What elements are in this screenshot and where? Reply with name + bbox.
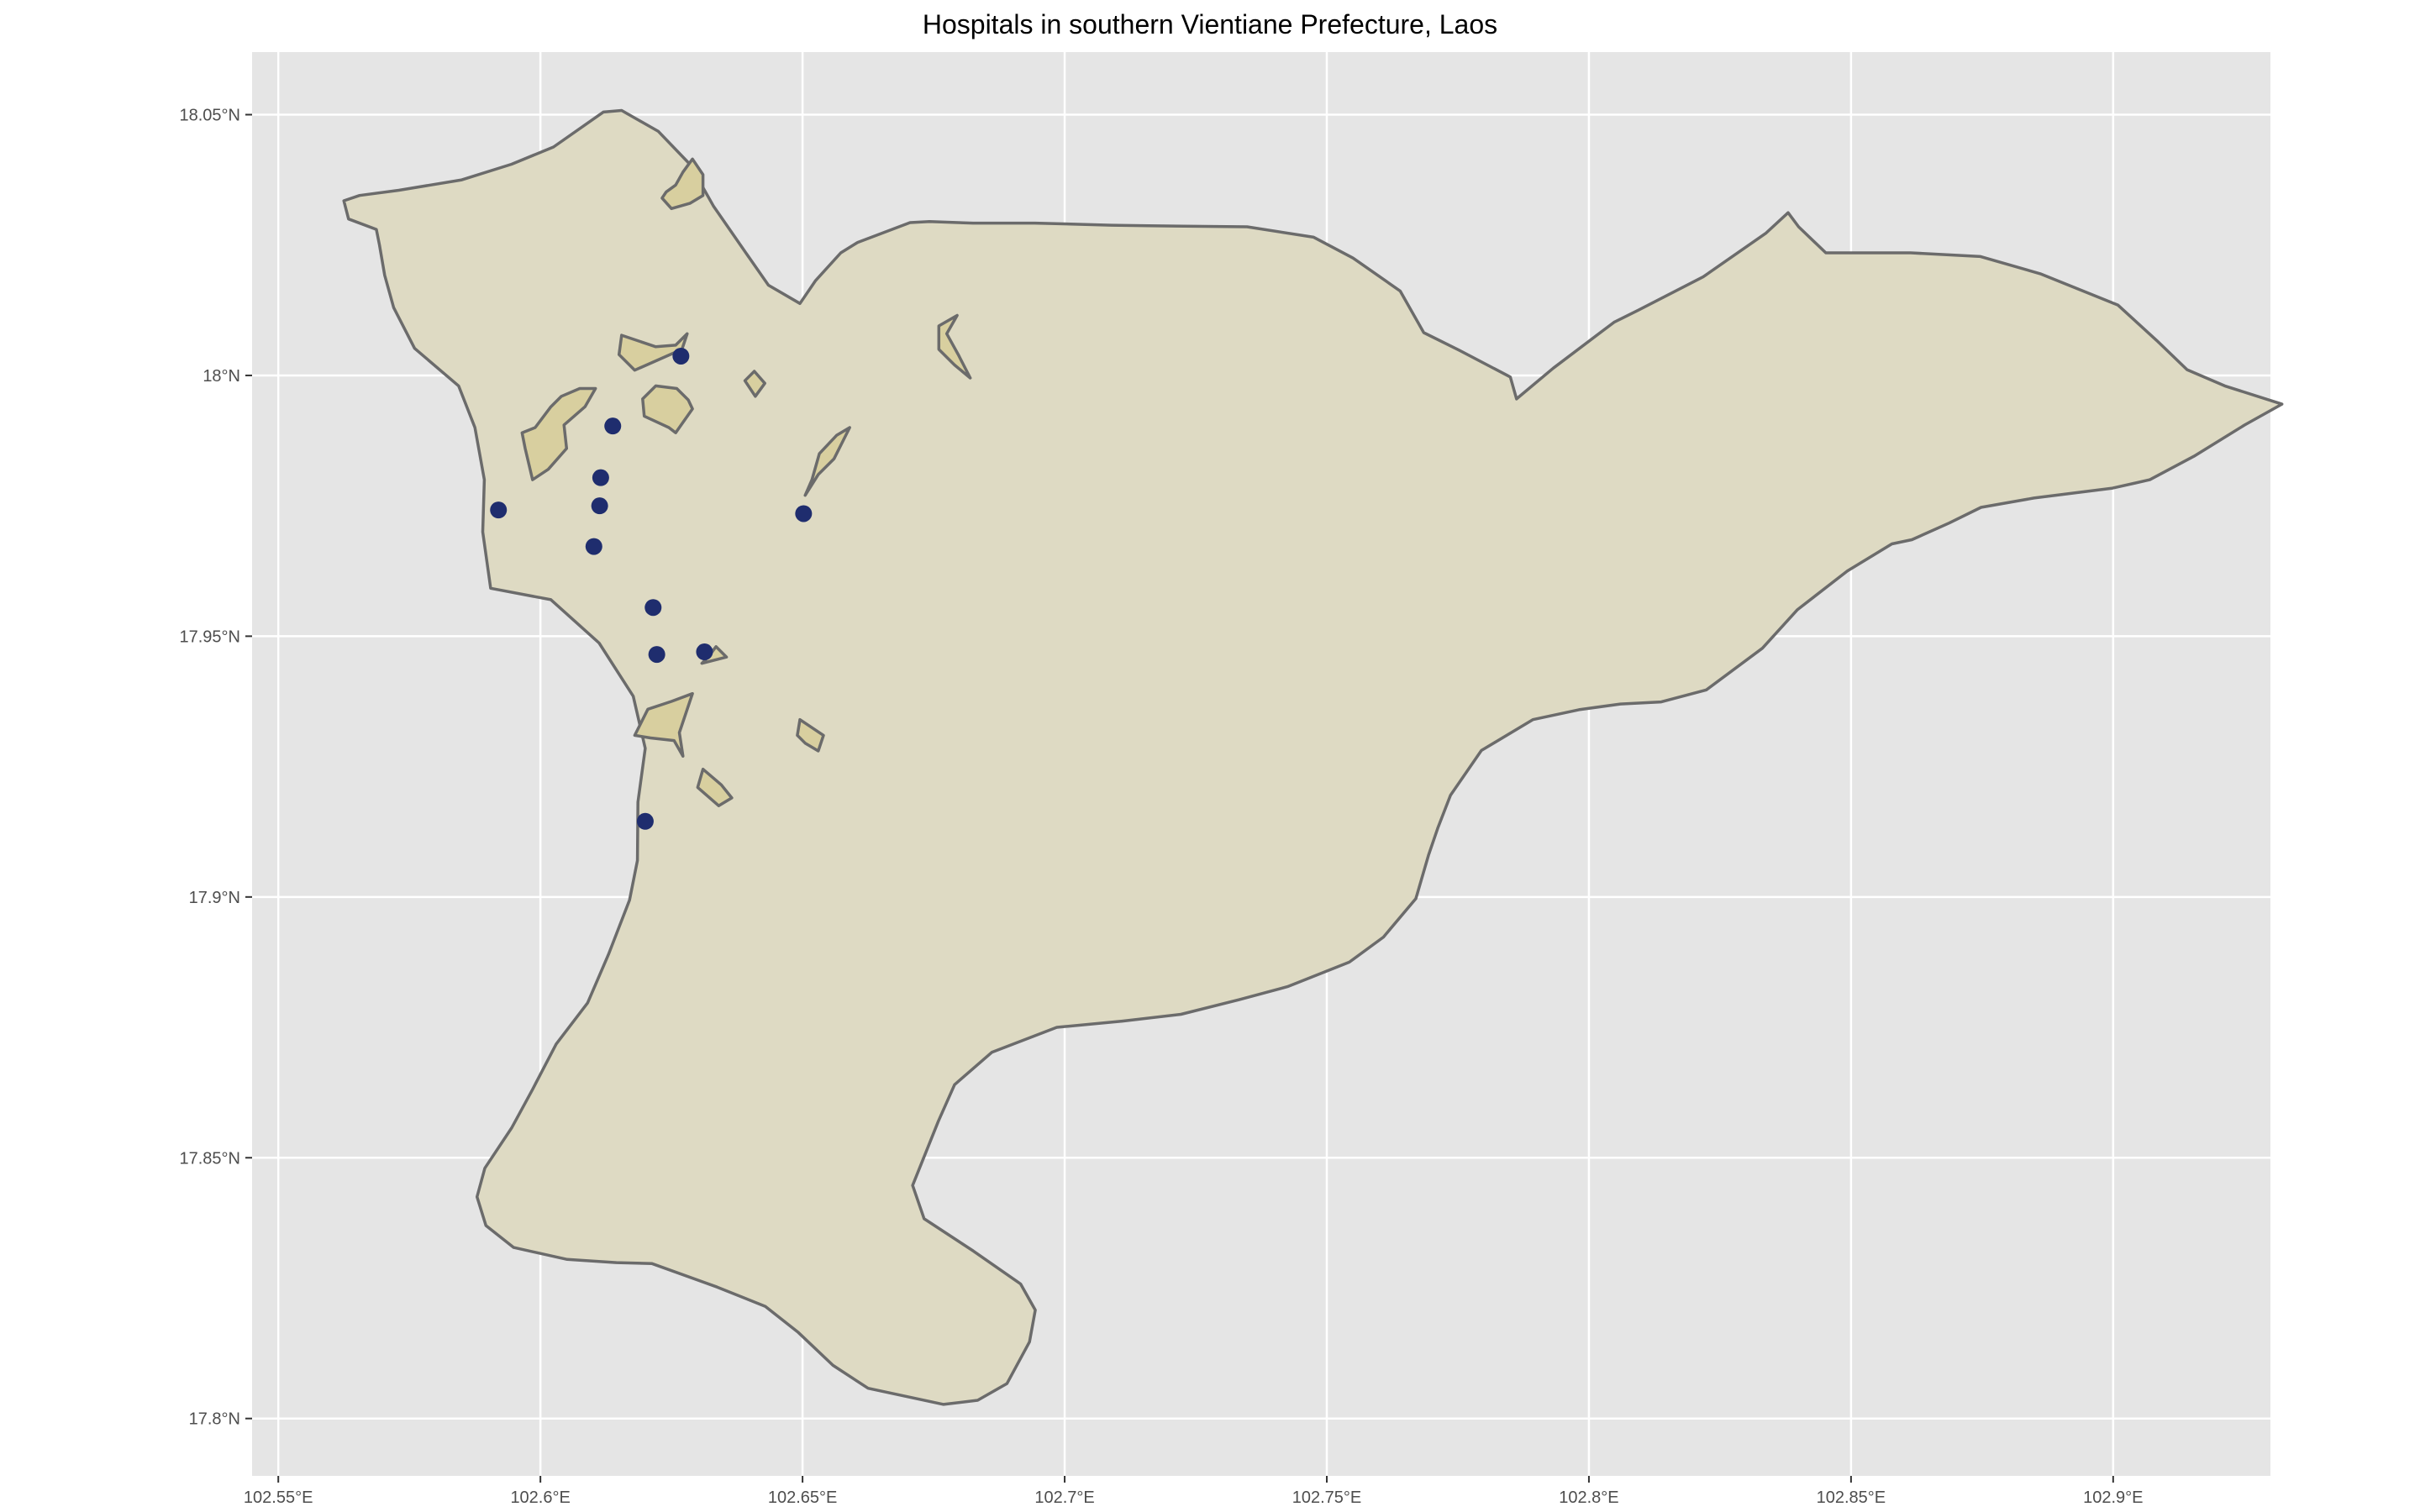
hospital-point xyxy=(604,417,622,435)
x-tick-label: 102.9°E xyxy=(2083,1488,2143,1507)
x-tick-label: 102.85°E xyxy=(1817,1488,1886,1507)
hospital-point xyxy=(591,497,608,515)
inner-area-polygon xyxy=(641,384,694,434)
x-tick-label: 102.6°E xyxy=(510,1488,570,1507)
inner-area-polygon xyxy=(660,157,705,211)
y-tick-label: 18.05°N xyxy=(180,107,241,125)
inner-area-polygon xyxy=(937,313,972,380)
hospital-point xyxy=(585,538,602,555)
inner-area-polygon xyxy=(520,386,597,481)
inner-area-polygon xyxy=(743,370,766,398)
hospital-point xyxy=(644,599,662,617)
hospital-point xyxy=(636,812,654,830)
x-tick-label: 102.55°E xyxy=(244,1488,313,1507)
inner-area-polygon xyxy=(803,426,851,497)
y-axis: 17.8°N 17.85°N 17.9°N 17.95°N 18°N 18.05°N xyxy=(180,107,252,1429)
hospital-point xyxy=(592,469,609,486)
hospital-point xyxy=(490,501,508,519)
region-polygons xyxy=(342,108,2284,1406)
x-axis: 102.55°E 102.6°E 102.65°E 102.7°E 102.75°E 10… xyxy=(244,1476,2144,1507)
y-tick-label: 17.9°N xyxy=(189,889,240,907)
inner-area-polygon xyxy=(633,691,694,758)
hospital-points xyxy=(490,347,813,830)
x-tick-label: 102.75°E xyxy=(1292,1488,1362,1507)
y-tick-label: 17.95°N xyxy=(180,627,241,646)
hospital-point xyxy=(696,643,713,661)
x-tick-label: 102.65°E xyxy=(768,1488,838,1507)
hospital-point xyxy=(795,505,813,522)
prefecture-boundary xyxy=(342,108,2284,1406)
y-tick-label: 18°N xyxy=(203,367,240,386)
x-tick-label: 102.7°E xyxy=(1034,1488,1094,1507)
inner-area-polygon xyxy=(696,767,734,807)
hospital-point xyxy=(672,347,690,365)
hospital-point xyxy=(648,646,666,664)
chart-title: Hospitals in southern Vientiane Prefectu… xyxy=(923,9,1497,39)
inner-area-polygon xyxy=(796,717,825,753)
y-tick-label: 17.8°N xyxy=(189,1410,240,1429)
x-tick-label: 102.8°E xyxy=(1559,1488,1618,1507)
y-tick-label: 17.85°N xyxy=(180,1149,241,1168)
